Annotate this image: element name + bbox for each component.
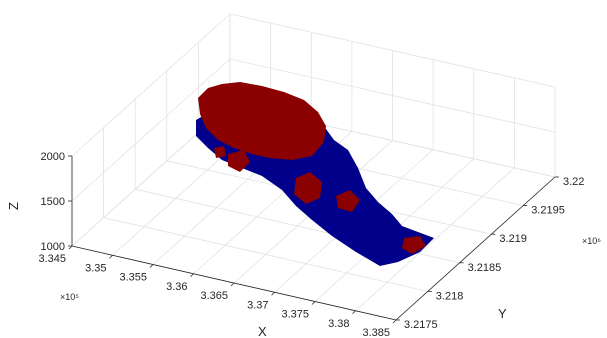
grid-line-z-left [71, 58, 231, 202]
y-multiplier: ×10⁶ [582, 236, 601, 246]
x-tick-label: 3.365 [200, 290, 228, 302]
x-multiplier: ×10⁵ [60, 292, 79, 302]
z-tick-label: 1000 [41, 241, 65, 253]
label-layer: X Y Z ×10⁵ ×10⁶ [6, 202, 601, 338]
y-tick-label: 3.2195 [531, 205, 565, 217]
x-tick-mark [392, 319, 397, 324]
x-tick-mark [230, 282, 235, 287]
x-tick-label: 3.38 [328, 318, 349, 330]
surface-red-region-main [198, 82, 326, 160]
y-tick-label: 3.22 [563, 176, 584, 188]
surface-red-patch-2 [228, 150, 250, 172]
z-tick-label: 1500 [41, 196, 65, 208]
y-tick-label: 3.2185 [468, 262, 502, 274]
x-tick-mark [149, 264, 154, 268]
x-tick-mark [311, 301, 316, 305]
y-tick-label: 3.218 [436, 290, 464, 302]
surface-red-patch-4 [402, 236, 426, 254]
x-tick-label: 3.37 [247, 299, 268, 311]
x-tick-mark [190, 273, 194, 278]
y-axis-line [395, 176, 556, 321]
surface-red-patch-5 [214, 146, 226, 158]
x-tick-mark [109, 254, 113, 259]
grid-line-z-back [229, 58, 556, 133]
x-tick-label: 3.36 [166, 281, 187, 293]
surface-red-patch-3 [336, 190, 360, 212]
z-tick-label: 2000 [41, 151, 65, 163]
x-tick-label: 3.355 [119, 272, 147, 284]
x-tick-mark [352, 310, 356, 315]
grid-line-x [355, 167, 515, 312]
x-axis-label: X [258, 324, 267, 338]
x-tick-mark [271, 291, 275, 296]
x-tick-label: 3.35 [85, 262, 106, 274]
x-tick-mark [68, 245, 73, 250]
y-tick-label: 3.219 [499, 233, 527, 245]
axis-layer: 3.345 3.35 3.355 3.36 3.365 3.37 3.375 3.38 3.38… [38, 151, 584, 338]
grid-line-z-back [229, 13, 556, 88]
grid-line-z-left [71, 13, 231, 157]
surface-plot [196, 82, 434, 266]
z-axis-label: Z [6, 202, 21, 210]
x-tick-label: 3.375 [281, 309, 309, 321]
x-tick-label: 3.345 [38, 253, 66, 265]
y-tick-label: 3.2175 [404, 319, 438, 331]
y-axis-label: Y [498, 306, 507, 321]
grid-line-y [103, 217, 428, 292]
x-tick-label: 3.385 [362, 327, 390, 338]
surface-red-patch-1 [294, 172, 322, 204]
